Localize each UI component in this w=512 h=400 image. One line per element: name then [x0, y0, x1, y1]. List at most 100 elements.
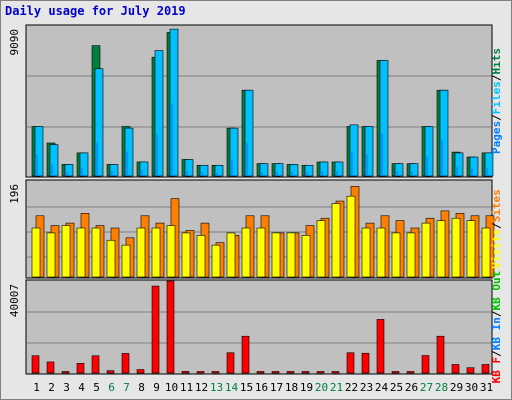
x-tick-label: 5 — [93, 381, 100, 394]
bar-visits — [331, 203, 341, 278]
bar-kb-f — [121, 353, 130, 374]
bar-kb-f — [361, 352, 370, 374]
ymax-label: 196 — [8, 184, 21, 204]
ymax-label: 9090 — [8, 29, 21, 56]
bar-visits — [31, 227, 41, 278]
bar-pages — [365, 154, 368, 176]
legend-entry: Visits — [490, 229, 503, 269]
bar-files — [439, 89, 449, 177]
bar-pages — [335, 171, 338, 176]
bar-pages — [110, 171, 113, 176]
bar-files — [364, 126, 374, 177]
bar-pages — [410, 171, 413, 176]
bar-pages — [230, 159, 233, 176]
bar-visits — [76, 227, 86, 278]
bar-visits — [181, 232, 191, 278]
bar-files — [94, 68, 104, 177]
bar-kb-f — [436, 335, 445, 374]
bar-kb-f — [46, 361, 55, 374]
x-tick-label: 27 — [420, 381, 433, 394]
bar-files — [229, 127, 239, 177]
bar-kb-f — [331, 371, 340, 374]
bar-files — [424, 126, 434, 177]
x-tick-label: 19 — [300, 381, 313, 394]
bar-files — [349, 124, 359, 177]
x-tick-label: 10 — [165, 381, 178, 394]
bar-files — [394, 163, 404, 177]
bar-kb-f — [61, 371, 70, 374]
bar-pages — [470, 168, 473, 176]
bar-kb-f — [196, 371, 205, 374]
bar-visits — [166, 225, 176, 278]
x-tick-label: 30 — [465, 381, 478, 394]
bar-kb-f — [286, 371, 295, 374]
x-tick-label: 23 — [360, 381, 373, 394]
bar-files — [469, 156, 479, 177]
legend-entry: / — [490, 222, 503, 229]
bar-kb-f — [481, 364, 490, 374]
bar-visits — [391, 232, 401, 278]
bar-kb-f — [241, 335, 250, 374]
x-tick-label: 4 — [78, 381, 85, 394]
bar-files — [154, 50, 164, 177]
bar-visits — [436, 220, 446, 278]
x-tick-label: 14 — [225, 381, 239, 394]
bar-files — [274, 163, 284, 177]
legend-entry: / — [490, 350, 503, 357]
bar-files — [289, 164, 299, 177]
bar-visits — [466, 220, 476, 278]
bar-files — [259, 163, 269, 177]
bar-visits — [46, 232, 56, 278]
bar-pages — [65, 171, 68, 176]
legend-entry: KB Out — [490, 271, 503, 311]
x-tick-label: 17 — [270, 381, 283, 394]
bar-files — [34, 126, 44, 177]
bar-pages — [260, 171, 263, 176]
bar-visits — [316, 220, 326, 278]
bar-pages — [95, 142, 98, 176]
x-tick-label: 22 — [345, 381, 358, 394]
x-tick-label: 8 — [138, 381, 145, 394]
x-tick-label: 7 — [123, 381, 130, 394]
bar-kb-f — [136, 369, 145, 374]
bar-files — [169, 28, 179, 177]
bar-visits — [151, 227, 161, 278]
bar-kb-f — [91, 355, 100, 374]
bar-pages — [140, 170, 143, 176]
bar-pages — [35, 154, 38, 176]
bar-files — [304, 164, 314, 177]
bar-pages — [185, 171, 188, 176]
bar-visits — [271, 232, 281, 278]
bar-pages — [215, 172, 218, 176]
bar-files — [409, 163, 419, 177]
bar-kb-f — [151, 285, 160, 374]
bar-files — [79, 152, 89, 177]
bar-pages — [485, 167, 488, 176]
bar-files — [379, 60, 389, 177]
plot-area — [25, 24, 493, 178]
bar-pages — [380, 133, 383, 176]
x-tick-label: 16 — [255, 381, 268, 394]
x-tick-label: 3 — [63, 381, 70, 394]
bar-files — [109, 164, 119, 177]
bar-files — [184, 159, 194, 177]
ymax-label: 40007 — [8, 284, 21, 317]
bar-pages — [170, 103, 173, 176]
bar-pages — [275, 171, 278, 176]
bar-visits — [301, 235, 311, 278]
bar-pages — [50, 164, 53, 176]
bar-visits — [91, 227, 101, 278]
bar-pages — [320, 171, 323, 176]
x-tick-label: 29 — [450, 381, 463, 394]
bar-pages — [200, 171, 203, 176]
bar-files — [484, 152, 494, 177]
bar-pages — [125, 151, 128, 176]
x-tick-label: 18 — [285, 381, 298, 394]
bar-pages — [155, 134, 158, 176]
bar-kb-f — [376, 319, 385, 374]
x-tick-label: 28 — [435, 381, 448, 394]
bar-pages — [425, 156, 428, 176]
bar-visits — [421, 222, 431, 278]
x-tick-label: 1 — [33, 381, 40, 394]
